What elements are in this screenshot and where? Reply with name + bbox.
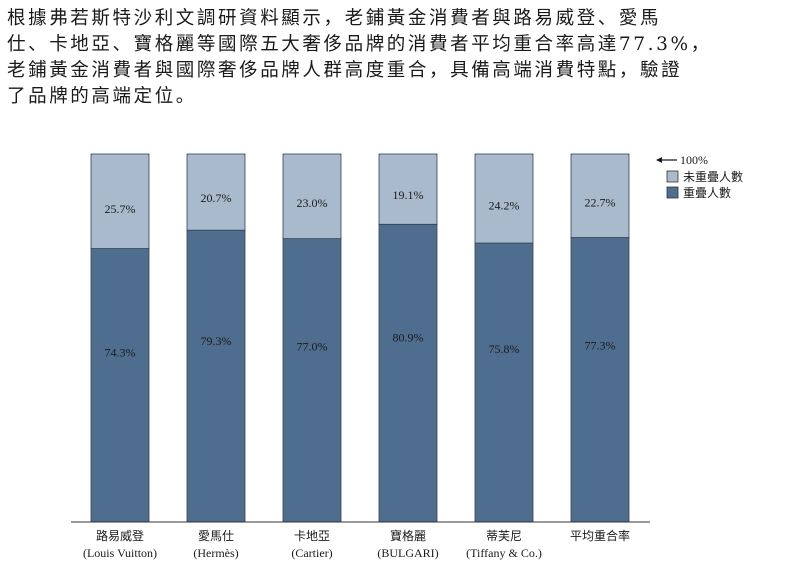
bar-segment-non-overlap	[474, 153, 534, 244]
bar-segment-overlap	[90, 248, 150, 523]
bar-segment-non-overlap	[186, 153, 246, 231]
legend-arrow-icon	[656, 157, 662, 163]
paragraph-line: 了品牌的高端定位。	[7, 86, 197, 107]
bar-segment-overlap	[570, 237, 630, 523]
data-label: 24.2%	[489, 199, 520, 213]
data-label: 23.0%	[297, 196, 328, 210]
bar-segment-overlap	[186, 229, 246, 523]
data-label: 19.1%	[393, 188, 424, 202]
legend: 100% 未重疊人數 重疊人數	[656, 153, 743, 200]
bars-layer: 74.3% 25.7% 79.3% 20.7% 77.0% 23.0% 80.9% 19.1%…	[90, 153, 630, 523]
category-label: 平均重合率	[570, 528, 630, 543]
category-sublabel: (Louis Vuitton)	[83, 546, 157, 560]
category-sublabel: (Cartier)	[291, 546, 332, 560]
paragraph-line: 根據弗若斯特沙利文調研資料顯示，老鋪黃金消費者與路易威登、愛馬	[7, 8, 662, 29]
data-label: 77.0%	[297, 339, 328, 353]
category-sublabel: (Hermès)	[193, 546, 238, 560]
paragraph-line: 老鋪黃金消費者與國際奢侈品牌人群高度重合，具備高端消費特點，驗證	[7, 60, 683, 81]
category-label: 寶格麗	[390, 528, 426, 543]
category-labels: 路易威登 (Louis Vuitton) 愛馬仕 (Hermès) 卡地亞 (Cartie…	[83, 528, 630, 560]
category-label: 路易威登	[96, 528, 144, 543]
data-label: 79.3%	[201, 334, 232, 348]
data-label: 80.9%	[393, 330, 424, 344]
legend-swatch-non-overlap	[666, 170, 679, 183]
data-label: 22.7%	[585, 195, 616, 209]
bar-segment-overlap	[378, 223, 438, 523]
category-label: 卡地亞	[294, 529, 330, 543]
data-label: 20.7%	[201, 191, 232, 205]
bar-segment-overlap	[474, 242, 534, 523]
bar-segment-non-overlap	[90, 153, 150, 249]
category-sublabel: (Tiffany & Co.)	[466, 546, 542, 560]
category-label: 愛馬仕	[198, 529, 234, 543]
bar-segment-non-overlap	[282, 153, 342, 240]
legend-total-label: 100%	[680, 153, 708, 167]
category-label: 蒂芙尼	[486, 529, 522, 543]
bar-segment-overlap	[282, 238, 342, 523]
bar-segment-non-overlap	[570, 153, 630, 238]
legend-label-overlap: 重疊人數	[683, 186, 731, 200]
data-label: 25.7%	[105, 202, 136, 216]
bar-segment-non-overlap	[378, 153, 438, 225]
intro-paragraph: 根據弗若斯特沙利文調研資料顯示，老鋪黃金消費者與路易威登、愛馬 仕、卡地亞、寶格…	[7, 6, 793, 110]
category-sublabel: (BULGARI)	[377, 546, 438, 560]
data-label: 77.3%	[585, 339, 616, 353]
data-label: 75.8%	[489, 342, 520, 356]
paragraph-line: 仕、卡地亞、寶格麗等國際五大奢侈品牌的消費者平均重合率高達77.3%，	[7, 34, 712, 55]
legend-label-non-overlap: 未重疊人數	[683, 170, 743, 184]
legend-swatch-overlap	[666, 186, 679, 199]
data-label: 74.3%	[105, 345, 136, 359]
